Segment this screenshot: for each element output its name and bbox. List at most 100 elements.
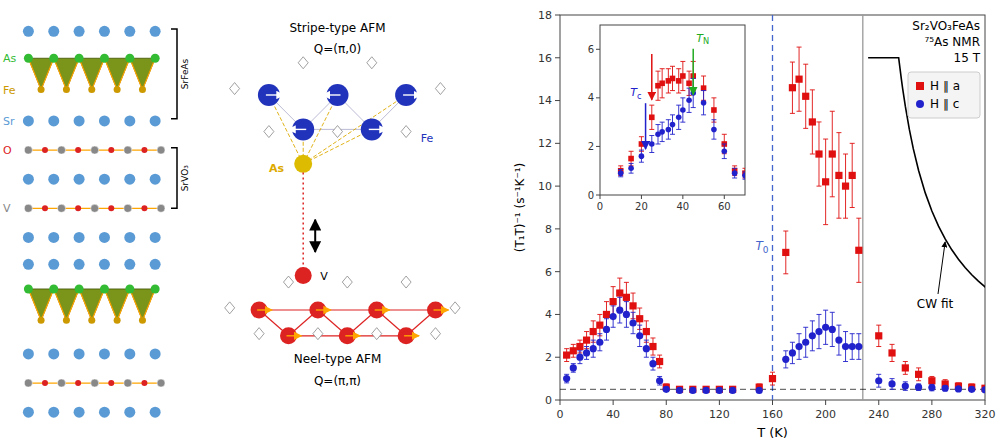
coupling-arrow xyxy=(314,220,316,252)
inset-x-tick-label: 0 xyxy=(597,201,603,212)
sr-atom xyxy=(23,232,34,243)
spin-arrow xyxy=(257,309,272,310)
y-tick-label: 12 xyxy=(538,137,552,150)
as-site xyxy=(401,126,411,138)
data-point xyxy=(576,343,583,350)
tetrahedron xyxy=(130,58,155,89)
error-bar xyxy=(701,91,706,115)
inset-y-tick xyxy=(596,195,600,196)
data-point xyxy=(782,356,789,363)
chart: 04080120160200240280320024681012141618T … xyxy=(513,9,996,440)
x-tick-label: 80 xyxy=(659,408,673,421)
bond xyxy=(54,58,79,89)
spin-arrow xyxy=(403,94,421,95)
sr-atom xyxy=(48,174,59,185)
bond xyxy=(104,58,129,89)
sr-atom xyxy=(74,232,85,243)
inset-y-tick-label: 2 xyxy=(588,141,594,152)
as-atom xyxy=(125,284,134,293)
v-atom xyxy=(58,146,66,154)
error-bar xyxy=(680,61,685,90)
error-bar xyxy=(711,120,716,139)
tetrahedron xyxy=(130,289,155,320)
data-point xyxy=(789,84,796,91)
as-site xyxy=(435,83,445,95)
background xyxy=(0,0,1000,448)
data-point xyxy=(795,343,802,350)
v-atom xyxy=(24,379,32,387)
brace xyxy=(171,29,177,119)
fe-atom xyxy=(38,317,45,324)
transition-arrow xyxy=(651,54,653,100)
as-atom xyxy=(75,284,84,293)
v-atom xyxy=(58,379,66,387)
atom-label: Fe xyxy=(3,84,16,97)
error-bar xyxy=(649,105,654,129)
legend-label: H ∥ c xyxy=(930,97,959,111)
y-tick xyxy=(555,228,560,229)
data-point xyxy=(576,354,583,361)
data-point xyxy=(701,100,707,106)
data-point xyxy=(570,347,577,354)
as-site xyxy=(367,57,377,69)
x-tick xyxy=(931,400,932,405)
data-point xyxy=(596,339,603,346)
o-atom xyxy=(42,147,48,153)
inset-x-tick-label: 40 xyxy=(676,201,689,212)
data-point xyxy=(570,364,577,371)
data-point xyxy=(676,387,683,394)
as-atom xyxy=(125,54,134,63)
data-point xyxy=(855,247,862,254)
fe-atom xyxy=(114,317,121,324)
v-atom xyxy=(124,379,132,387)
error-bar xyxy=(660,69,665,98)
sr-atom xyxy=(48,407,59,418)
as-site xyxy=(313,328,323,340)
y-axis-label: (T₁T)⁻¹ (s⁻¹K⁻¹) xyxy=(513,163,527,253)
sr-atom xyxy=(48,259,59,270)
sr-atom xyxy=(74,174,85,185)
afm-title: Neel-type AFM xyxy=(294,352,382,366)
sr-atom xyxy=(23,26,34,37)
data-point xyxy=(670,122,676,128)
transition-label: Tc xyxy=(630,86,642,100)
data-point xyxy=(639,141,645,147)
atom-label: As xyxy=(3,52,17,65)
data-point xyxy=(875,377,882,384)
reference-line xyxy=(862,15,863,400)
inset-y-tick-label: 0 xyxy=(588,190,594,201)
data-point xyxy=(835,337,842,344)
tetrahedron xyxy=(28,58,53,89)
sr-atom xyxy=(99,232,110,243)
sr-atom xyxy=(74,407,85,418)
data-point xyxy=(915,371,922,378)
fe-atom xyxy=(139,317,146,324)
tetrahedron xyxy=(79,289,104,320)
data-point xyxy=(680,73,686,79)
x-tick xyxy=(666,400,667,405)
o-atom xyxy=(141,380,147,386)
data-point xyxy=(596,322,603,329)
as-atom xyxy=(294,155,312,173)
x-tick-label: 240 xyxy=(868,408,889,421)
atom-label: V xyxy=(320,270,328,283)
transition-arrow xyxy=(692,49,694,95)
as-site xyxy=(342,276,352,288)
error-bar xyxy=(670,115,675,134)
fe-atom xyxy=(88,86,95,93)
o-atom xyxy=(108,205,114,211)
data-point xyxy=(603,326,610,333)
annotation: 15 T xyxy=(954,51,981,65)
error-bar xyxy=(649,136,654,153)
data-point xyxy=(636,332,643,339)
data-point xyxy=(583,349,590,356)
data-point xyxy=(732,170,738,176)
sr-atom xyxy=(74,348,85,359)
data-point xyxy=(680,107,686,113)
as-site xyxy=(431,328,441,340)
as-site xyxy=(254,328,264,340)
sr-atom xyxy=(150,407,161,418)
o-atom xyxy=(108,147,114,153)
data-point xyxy=(795,76,802,83)
data-point xyxy=(628,156,634,162)
